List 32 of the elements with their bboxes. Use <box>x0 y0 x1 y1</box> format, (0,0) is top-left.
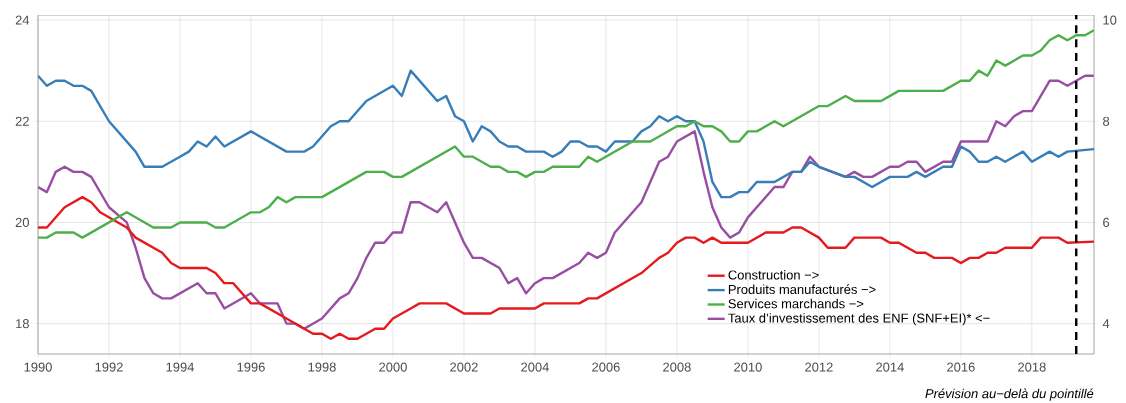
x-tick-label: 1996 <box>237 362 265 372</box>
y2-tick-label: 4 <box>1102 319 1110 329</box>
x-tick-label: 1992 <box>95 362 123 372</box>
legend-label: Taux d’investissement des ENF (SNF+EI)* <− <box>728 313 990 326</box>
legend-label: Services marchands −> <box>728 298 864 309</box>
legend-label: Construction −> <box>728 270 819 280</box>
line-series <box>38 195 1094 341</box>
x-tick-label: 2010 <box>734 362 762 372</box>
y-tick-label: 18 <box>16 319 29 329</box>
x-tick-label: 2004 <box>521 362 549 372</box>
line-series <box>38 74 1094 330</box>
x-tick-label: 2018 <box>1018 362 1046 372</box>
text: Prévision au−delà du pointillé <box>925 388 1094 401</box>
y2-tick-label: 6 <box>1103 217 1110 228</box>
line-series <box>38 28 1094 239</box>
x-tick-label: 2016 <box>947 362 975 372</box>
line-series <box>38 69 1094 199</box>
x-tick-label: 2014 <box>876 362 904 372</box>
x-tick-label: 1994 <box>166 362 195 372</box>
legend-label: Produits manufacturés −> <box>728 284 876 295</box>
x-tick-label: 2006 <box>592 362 620 372</box>
y-tick-label: 20 <box>15 217 30 228</box>
x-tick-label: 1998 <box>308 362 336 372</box>
x-tick-label: 2002 <box>450 362 478 372</box>
y2-tick-label: 10 <box>1103 15 1117 25</box>
x-tick-label: 2012 <box>805 362 833 372</box>
y-tick-label: 22 <box>15 116 29 126</box>
x-tick-label: 2008 <box>663 362 691 372</box>
y-tick-label: 24 <box>15 15 30 25</box>
y2-tick-label: 8 <box>1103 116 1110 126</box>
x-tick-label: 2000 <box>379 362 407 372</box>
x-tick-label: 1990 <box>24 362 52 372</box>
